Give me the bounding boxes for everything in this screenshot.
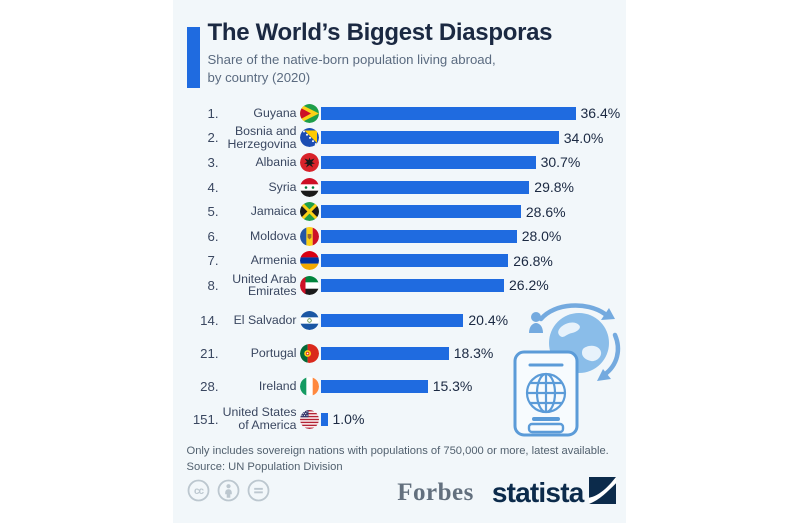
source-note: Source: UN Population Division <box>186 460 343 473</box>
value-label: 29.8% <box>534 179 574 196</box>
subtitle-line-1: Share of the native-born population livi… <box>207 52 496 67</box>
value-label: 36.4% <box>580 105 621 122</box>
rank-label: 6. <box>207 228 219 244</box>
no-derivatives-icon <box>247 479 270 507</box>
el-salvador-flag-icon <box>299 310 319 330</box>
rank-label: 5. <box>207 204 219 220</box>
rank-label: 2. <box>207 130 219 146</box>
footer-row: cc Forbes statista <box>187 477 616 509</box>
albania-flag-icon <box>299 152 319 172</box>
country-label: Bosnia and Herzegovina <box>227 124 297 151</box>
chart-row: 3. Albania 30.7% <box>173 150 626 175</box>
license-icons: cc <box>187 479 270 507</box>
chart-row: 4. Syria 29.8% <box>173 175 626 200</box>
value-bar <box>320 313 464 327</box>
value-bar <box>320 106 576 120</box>
chart-row: 21. Portugal 18.3% <box>173 337 626 370</box>
rank-label: 28. <box>200 378 219 394</box>
united-states-flag-icon <box>299 409 319 429</box>
chart-row: 7. Armenia 26.8% <box>173 249 626 274</box>
chart-rows: 1. Guyana 36.4% 2. Bosnia and Herzegovina 34.… <box>173 101 626 436</box>
rank-label: 4. <box>207 179 219 195</box>
value-bar <box>320 412 328 426</box>
rank-label: 1. <box>207 105 219 121</box>
statista-logo: statista <box>492 477 616 509</box>
svg-text:cc: cc <box>193 486 204 497</box>
chart-subtitle: Share of the native-born population livi… <box>208 51 496 86</box>
ireland-flag-icon <box>299 376 319 396</box>
country-label: Syria <box>268 179 297 194</box>
subtitle-line-2: by country (2020) <box>207 69 311 85</box>
armenia-flag-icon <box>299 251 319 271</box>
value-label: 18.3% <box>453 345 494 362</box>
country-label: Albania <box>255 155 297 170</box>
united-arab-emirates-flag-icon <box>299 275 319 295</box>
value-bar <box>320 379 428 393</box>
rank-label: 21. <box>200 345 219 361</box>
chart-row: 151. United States of America 1.0% <box>173 403 626 436</box>
value-label: 15.3% <box>432 378 473 395</box>
country-label: United Arab Emirates <box>232 271 297 299</box>
value-bar <box>320 229 517 243</box>
syria-flag-icon <box>299 177 319 197</box>
portugal-flag-icon <box>299 343 319 363</box>
country-label: Moldova <box>250 228 297 243</box>
chart-row: 2. Bosnia and Herzegovina 34.0% <box>173 124 626 151</box>
rank-label: 14. <box>200 312 219 328</box>
value-bar <box>320 131 559 145</box>
value-label: 26.8% <box>513 252 553 269</box>
value-bar <box>320 180 530 194</box>
rank-label: 3. <box>207 154 219 170</box>
value-bar <box>320 205 521 219</box>
country-label: Guyana <box>253 105 297 120</box>
value-bar <box>320 155 536 169</box>
title-accent-bar <box>186 27 200 88</box>
chart-row: 28. Ireland 15.3% <box>173 370 626 403</box>
value-label: 34.0% <box>563 129 604 146</box>
infographic-card: The World’s Biggest Diasporas Share of t… <box>172 0 626 523</box>
country-label: Portugal <box>250 345 297 360</box>
page-title: The World’s Biggest Diasporas <box>207 19 553 46</box>
footnote-block: Only includes sovereign nations with pop… <box>187 444 619 475</box>
chart-row: 14. El Salvador 20.4% <box>173 304 626 337</box>
value-label: 30.7% <box>540 154 581 171</box>
value-label: 20.4% <box>468 312 509 329</box>
value-label: 26.2% <box>509 277 549 294</box>
guyana-flag-icon <box>299 103 319 123</box>
footnote: Only includes sovereign nations with pop… <box>186 445 609 457</box>
value-bar <box>320 278 504 292</box>
value-bar <box>320 346 449 360</box>
chart-row: 6. Moldova 28.0% <box>173 224 626 249</box>
chart-row: 1. Guyana 36.4% <box>173 101 626 126</box>
bosnia-and-herzegovina-flag-icon <box>299 128 319 148</box>
chart-row: 8. United Arab Emirates 26.2% <box>173 271 626 299</box>
country-label: Armenia <box>250 253 297 268</box>
passport-globe-illustration <box>491 295 636 455</box>
forbes-logo: Forbes <box>397 479 474 506</box>
jamaica-flag-icon <box>299 202 319 222</box>
rank-label: 8. <box>207 277 219 293</box>
rank-label: 151. <box>192 411 219 427</box>
value-label: 1.0% <box>332 411 365 428</box>
value-bar <box>320 254 509 268</box>
country-label: El Salvador <box>233 312 297 327</box>
attribution-icon <box>217 479 240 507</box>
country-label: Jamaica <box>250 204 297 219</box>
brand-logos: Forbes statista <box>397 477 616 509</box>
chart-row: 5. Jamaica 28.6% <box>173 199 626 224</box>
moldova-flag-icon <box>299 226 319 246</box>
rank-label: 7. <box>207 253 219 269</box>
value-label: 28.0% <box>521 228 562 245</box>
country-label: Ireland <box>258 378 297 393</box>
statista-logo-icon <box>588 477 616 509</box>
value-label: 28.6% <box>525 203 566 220</box>
statista-wordmark: statista <box>491 477 584 508</box>
country-label: United States of America <box>222 405 297 433</box>
cc-icon: cc <box>187 479 210 507</box>
